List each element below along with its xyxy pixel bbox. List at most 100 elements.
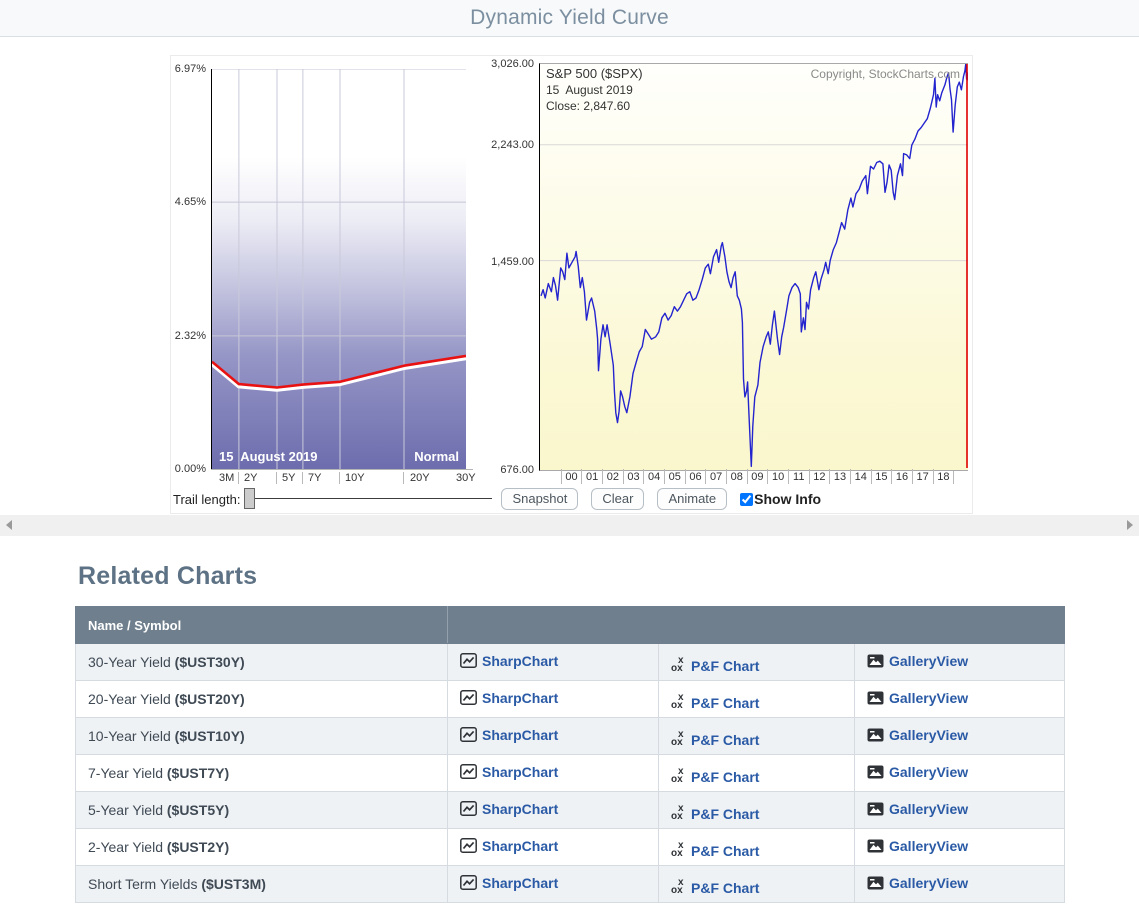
instrument-symbol: ($UST3M) bbox=[201, 876, 266, 892]
show-info-checkbox[interactable] bbox=[740, 492, 754, 506]
x-axis-tick bbox=[339, 472, 340, 484]
instrument-name: 10-Year Yield bbox=[88, 728, 175, 744]
chart-link-label: GalleryView bbox=[889, 838, 969, 854]
pf-chart-icon: x ox bbox=[671, 729, 684, 749]
table-row: 30-Year Yield ($UST30Y) SharpChart x ox P&F … bbox=[75, 643, 1066, 681]
spx-plot[interactable]: S&P 500 ($SPX) 15 August 2019 Close: 2,8… bbox=[539, 63, 968, 471]
chart-link-label: GalleryView bbox=[889, 875, 969, 891]
sharpchart-link[interactable]: SharpChart bbox=[460, 690, 558, 706]
scroll-left-icon[interactable] bbox=[6, 520, 12, 530]
sharpchart-link[interactable]: SharpChart bbox=[460, 801, 558, 817]
chart-link-label: SharpChart bbox=[482, 837, 559, 854]
x-axis-tick-label: 10Y bbox=[345, 472, 365, 484]
x-axis-tick-label: 00 bbox=[560, 469, 582, 484]
sharpchart-icon bbox=[460, 875, 477, 891]
galleryview-link[interactable]: GalleryView bbox=[867, 801, 968, 817]
pf-chart-icon: x ox bbox=[671, 803, 684, 823]
related-charts-table: Name / Symbol 30-Year Yield ($UST30Y) Sha… bbox=[75, 606, 1066, 903]
yield-curve-date-label: 15 August 2019 bbox=[219, 449, 318, 464]
yield-curve-plot[interactable]: 15 August 2019 Normal bbox=[211, 69, 466, 469]
table-row: 10-Year Yield ($UST10Y) SharpChart x ox P&F … bbox=[75, 717, 1066, 755]
galleryview-icon bbox=[867, 654, 884, 668]
chart-link-cell: SharpChart bbox=[447, 754, 659, 792]
snapshot-button[interactable]: Snapshot bbox=[501, 488, 579, 510]
chart-link-label: SharpChart bbox=[482, 726, 559, 743]
p-f-chart-link[interactable]: x ox P&F Chart bbox=[671, 729, 760, 749]
sharpchart-link[interactable]: SharpChart bbox=[460, 727, 558, 743]
trail-length-slider[interactable] bbox=[244, 488, 493, 510]
show-info-label[interactable]: Show Info bbox=[754, 491, 822, 507]
clear-button[interactable]: Clear bbox=[591, 488, 645, 510]
galleryview-link[interactable]: GalleryView bbox=[867, 653, 968, 669]
chart-link-cell: x ox P&F Chart bbox=[658, 754, 855, 792]
instrument-name: 20-Year Yield bbox=[88, 691, 175, 707]
galleryview-icon bbox=[867, 839, 884, 853]
animate-button[interactable]: Animate bbox=[657, 488, 728, 510]
chart-link-label: P&F Chart bbox=[691, 805, 760, 822]
instrument-name: 2-Year Yield bbox=[88, 839, 167, 855]
y-axis-tick-label: 6.97% bbox=[174, 63, 206, 75]
pf-chart-icon: x ox bbox=[671, 840, 684, 860]
yield-curve-x-axis: 3M 2Y 5Y 7Y 10Y 20Y 30Y bbox=[211, 469, 476, 487]
x-axis-tick-label: 7Y bbox=[308, 472, 322, 484]
p-f-chart-link[interactable]: x ox P&F Chart bbox=[671, 656, 759, 674]
p-f-chart-link[interactable]: x ox P&F Chart bbox=[671, 693, 760, 711]
horizontal-scrollbar[interactable] bbox=[0, 515, 1139, 536]
chart-link-label: P&F Chart bbox=[691, 731, 760, 748]
slider-thumb[interactable] bbox=[244, 488, 256, 509]
p-f-chart-link[interactable]: x ox P&F Chart bbox=[671, 766, 759, 786]
p-f-chart-link[interactable]: x ox P&F Chart bbox=[671, 840, 760, 860]
sharpchart-link[interactable]: SharpChart bbox=[460, 653, 558, 669]
p-f-chart-link[interactable]: x ox P&F Chart bbox=[671, 877, 759, 897]
y-axis-tick-label: 1,459.00 bbox=[491, 255, 534, 268]
chart-link-label: SharpChart bbox=[482, 689, 559, 706]
sharpchart-link[interactable]: SharpChart bbox=[460, 875, 558, 891]
chart-link-label: SharpChart bbox=[482, 652, 559, 669]
table-row: Short Term Yields ($UST3M) SharpChart x ox P… bbox=[75, 865, 1066, 903]
sharpchart-link[interactable]: SharpChart bbox=[460, 764, 558, 780]
sharpchart-icon bbox=[460, 690, 477, 706]
x-axis-tick-label: 17 bbox=[911, 469, 933, 484]
chart-link-cell: SharpChart bbox=[447, 680, 659, 718]
slider-track[interactable] bbox=[244, 498, 493, 499]
table-row: 5-Year Yield ($UST5Y) SharpChart x ox P&F Ch… bbox=[75, 791, 1066, 829]
x-axis-tick-label: 16 bbox=[891, 469, 912, 484]
pf-chart-icon: x ox bbox=[671, 877, 684, 897]
dynamic-yield-curve-widget: 6.97% 4.65% 2.32% 0.00% 15 August 2019 Norm… bbox=[170, 55, 973, 514]
chart-link-cell: SharpChart bbox=[447, 717, 659, 755]
galleryview-link[interactable]: GalleryView bbox=[867, 764, 968, 780]
sharpchart-icon bbox=[460, 727, 477, 743]
pf-chart-icon: x ox bbox=[671, 766, 684, 786]
y-axis-tick-label: 2,243.00 bbox=[491, 139, 534, 152]
chart-link-cell: x ox P&F Chart bbox=[658, 643, 855, 681]
related-charts-title: Related Charts bbox=[78, 562, 258, 590]
instrument-name-cell: 20-Year Yield ($UST20Y) bbox=[75, 680, 448, 718]
galleryview-icon bbox=[867, 765, 884, 779]
chart-link-label: GalleryView bbox=[889, 801, 969, 817]
sharpchart-icon bbox=[460, 838, 477, 854]
galleryview-icon bbox=[867, 802, 884, 816]
chart-link-label: P&F Chart bbox=[691, 694, 760, 711]
chart-link-cell: GalleryView bbox=[853, 865, 1066, 903]
instrument-name-cell: Short Term Yields ($UST3M) bbox=[75, 865, 448, 903]
galleryview-link[interactable]: GalleryView bbox=[867, 690, 968, 706]
chart-link-label: GalleryView bbox=[889, 764, 969, 780]
chart-link-cell: SharpChart bbox=[447, 828, 659, 866]
galleryview-link[interactable]: GalleryView bbox=[867, 727, 968, 743]
x-axis-tick-label: 20Y bbox=[410, 472, 430, 484]
instrument-name-cell: 5-Year Yield ($UST5Y) bbox=[75, 791, 448, 829]
x-axis-tick-label: 08 bbox=[725, 469, 747, 484]
galleryview-link[interactable]: GalleryView bbox=[867, 875, 968, 891]
sharpchart-link[interactable]: SharpChart bbox=[460, 838, 558, 854]
instrument-symbol: ($UST5Y) bbox=[166, 802, 230, 818]
table-row: 20-Year Yield ($UST20Y) SharpChart x ox P&F … bbox=[75, 680, 1066, 718]
scroll-right-icon[interactable] bbox=[1127, 520, 1133, 530]
x-axis-tick-label: 02 bbox=[602, 469, 623, 484]
chart-link-label: P&F Chart bbox=[691, 842, 760, 859]
chart-link-label: SharpChart bbox=[482, 874, 559, 891]
chart-link-cell: GalleryView bbox=[853, 643, 1066, 681]
p-f-chart-link[interactable]: x ox P&F Chart bbox=[671, 803, 760, 823]
galleryview-link[interactable]: GalleryView bbox=[867, 838, 968, 854]
spx-y-axis: 3,026.00 2,243.00 1,459.00 676.00 bbox=[491, 58, 537, 476]
x-axis-tick-label: 3M bbox=[219, 472, 235, 484]
